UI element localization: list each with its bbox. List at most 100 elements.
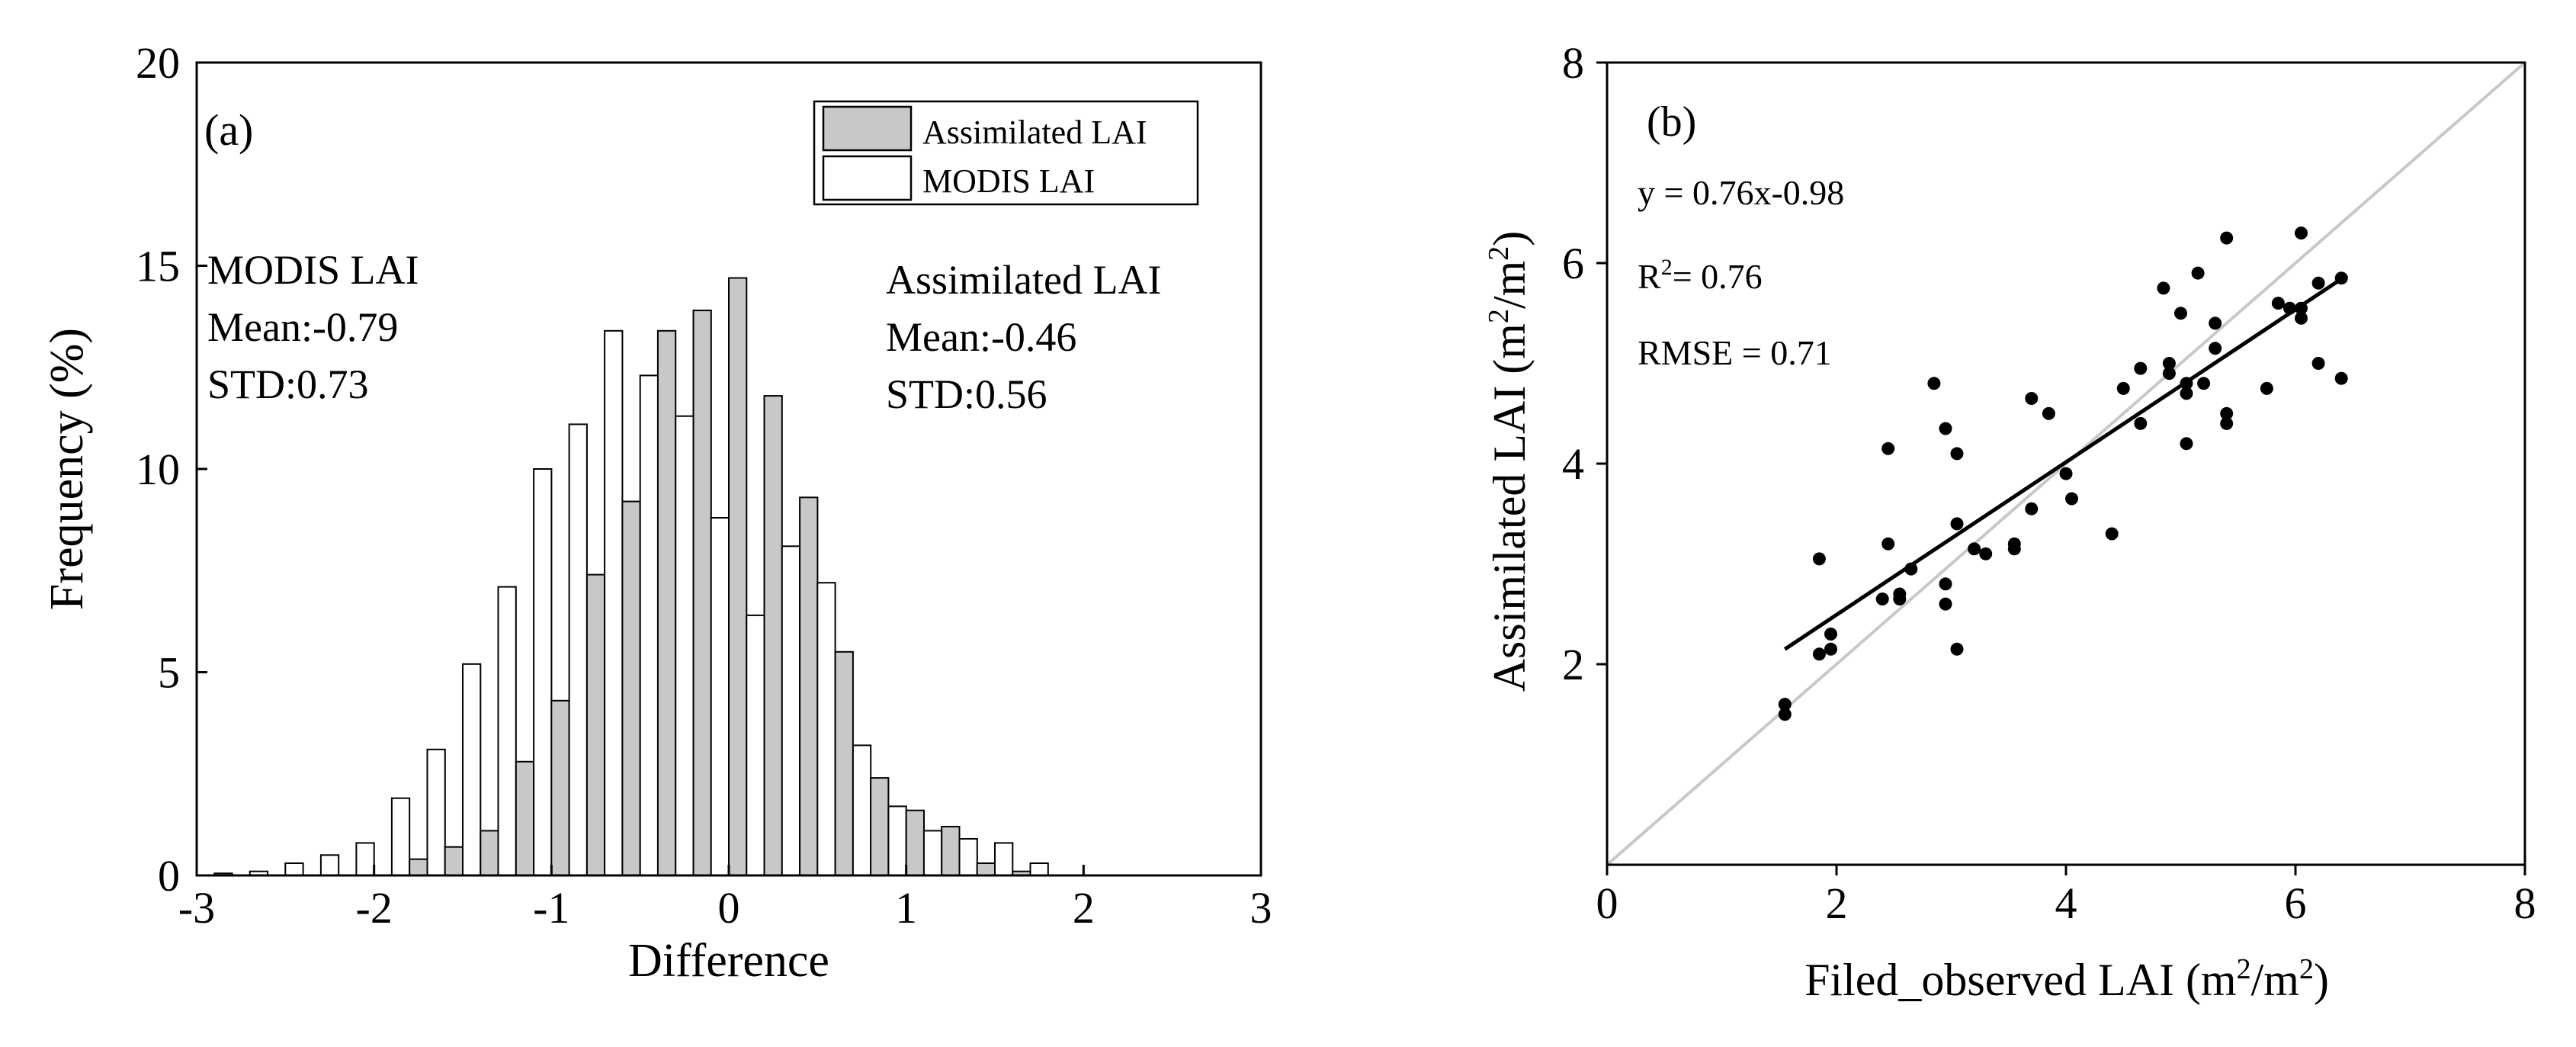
rmse-label: RMSE = 0.71	[1638, 333, 1832, 372]
data-point	[2209, 342, 2222, 355]
data-point	[1950, 517, 1964, 531]
bar-assimilated	[728, 277, 748, 876]
x-tick-label: 6	[2285, 878, 2307, 928]
bar-modis	[390, 797, 411, 876]
data-point	[2260, 381, 2273, 395]
y-tick-label: 4	[1562, 439, 1584, 489]
data-point	[1881, 442, 1895, 455]
x-axis-title: Difference	[628, 935, 829, 987]
data-point	[2334, 271, 2348, 285]
assimilated-stats-title: Assimilated LAI	[886, 257, 1161, 303]
bar-assimilated	[692, 310, 712, 877]
data-point	[1950, 642, 1964, 656]
bar-modis	[568, 423, 588, 876]
data-point	[1939, 597, 1952, 611]
bar-assimilated	[480, 830, 499, 877]
modis-stats-mean: Mean:-0.79	[207, 304, 398, 350]
bar-modis	[497, 586, 517, 876]
legend-swatch-modis	[822, 155, 913, 201]
data-point	[1778, 698, 1792, 711]
y-tick-label: 0	[158, 851, 180, 901]
panel-label: (a)	[204, 105, 253, 155]
data-point	[2220, 416, 2234, 430]
data-point	[2025, 392, 2039, 405]
data-point	[2162, 367, 2176, 381]
data-point	[1979, 547, 1993, 560]
bar-assimilated	[409, 858, 428, 876]
bar-assimilated	[870, 777, 890, 876]
y-tick-label: 15	[136, 242, 180, 291]
data-point	[2180, 387, 2193, 400]
x-tick-label: -3	[178, 883, 215, 933]
bar-modis	[319, 854, 340, 877]
x-tick-label: 2	[1826, 878, 1848, 928]
assimilated-stats-std: STD:0.56	[886, 371, 1047, 417]
x-tick-label: 0	[1596, 878, 1618, 928]
y-tick-label: 6	[1562, 239, 1584, 288]
data-point	[1812, 647, 1826, 661]
bar-modis	[994, 842, 1014, 877]
axis-ticks: -3 -2 -1 0 1 2 3 0 5 10 15 20	[136, 38, 1272, 933]
data-point	[2311, 276, 2325, 290]
scatter-points	[1778, 226, 2348, 721]
bar-modis	[675, 415, 695, 876]
data-point	[2180, 437, 2193, 451]
y-tick-label: 5	[158, 648, 180, 698]
data-point	[2065, 492, 2078, 506]
x-tick-label: 3	[1250, 883, 1272, 933]
bar-assimilated	[905, 809, 925, 876]
bar-modis	[746, 614, 765, 877]
data-point	[2042, 406, 2055, 420]
data-point	[1950, 447, 1964, 461]
bar-assimilated	[799, 496, 819, 876]
regression-line	[1783, 273, 2349, 651]
data-point	[2220, 231, 2234, 245]
bar-assimilated	[656, 329, 677, 876]
bar-modis	[1029, 862, 1049, 876]
x-tick-label: 4	[2055, 878, 2077, 928]
bar-modis	[922, 830, 943, 877]
x-axis-title: Filed_observed LAI (m2/m2)	[1804, 953, 2329, 1005]
bar-modis	[958, 838, 978, 876]
data-point	[1904, 562, 1918, 576]
bar-assimilated	[976, 862, 996, 876]
bar-modis	[604, 329, 624, 876]
data-point	[1939, 577, 1952, 591]
data-point	[2134, 416, 2148, 430]
data-point	[1893, 593, 1907, 605]
scatter-panel: 0 2 4 6 8 2 4 6 8 (b) y = 0.76x-0.98 R2= 0.76 RM…	[1483, 38, 2536, 1005]
data-point	[2162, 357, 2176, 370]
bar-assimilated	[834, 650, 854, 876]
y-tick-label: 8	[1562, 38, 1584, 88]
data-point	[2025, 502, 2039, 515]
histogram-bars	[213, 277, 1049, 877]
bar-assimilated	[621, 500, 641, 876]
data-point	[2007, 542, 2021, 556]
y-tick-label: 20	[136, 38, 180, 88]
x-tick-label: -1	[533, 883, 569, 933]
data-point	[2283, 301, 2296, 315]
data-point	[1968, 542, 1981, 556]
data-point	[2295, 226, 2308, 240]
data-point	[1824, 642, 1837, 656]
data-point	[1939, 422, 1952, 435]
legend-swatch-assimilated	[822, 105, 913, 152]
y-axis-title: Assimilated LAI (m2/m2)	[1483, 231, 1535, 692]
bar-modis	[710, 517, 730, 876]
data-point	[2209, 316, 2222, 330]
bar-modis	[639, 374, 659, 876]
legend-label-assimilated: Assimilated LAI	[922, 114, 1147, 151]
legend-label-modis: MODIS LAI	[922, 162, 1095, 200]
data-point	[2295, 311, 2308, 325]
bar-assimilated	[941, 826, 961, 876]
modis-stats-std: STD:0.73	[207, 361, 369, 407]
data-point	[2116, 381, 2130, 395]
x-tick-label: -2	[356, 883, 393, 933]
data-point	[1881, 537, 1895, 551]
y-tick-label: 2	[1562, 640, 1584, 689]
data-point	[2174, 307, 2187, 320]
modis-stats-title: MODIS LAI	[207, 247, 419, 293]
x-tick-label: 2	[1073, 883, 1095, 933]
bar-modis	[462, 663, 482, 876]
data-point	[2105, 527, 2119, 541]
